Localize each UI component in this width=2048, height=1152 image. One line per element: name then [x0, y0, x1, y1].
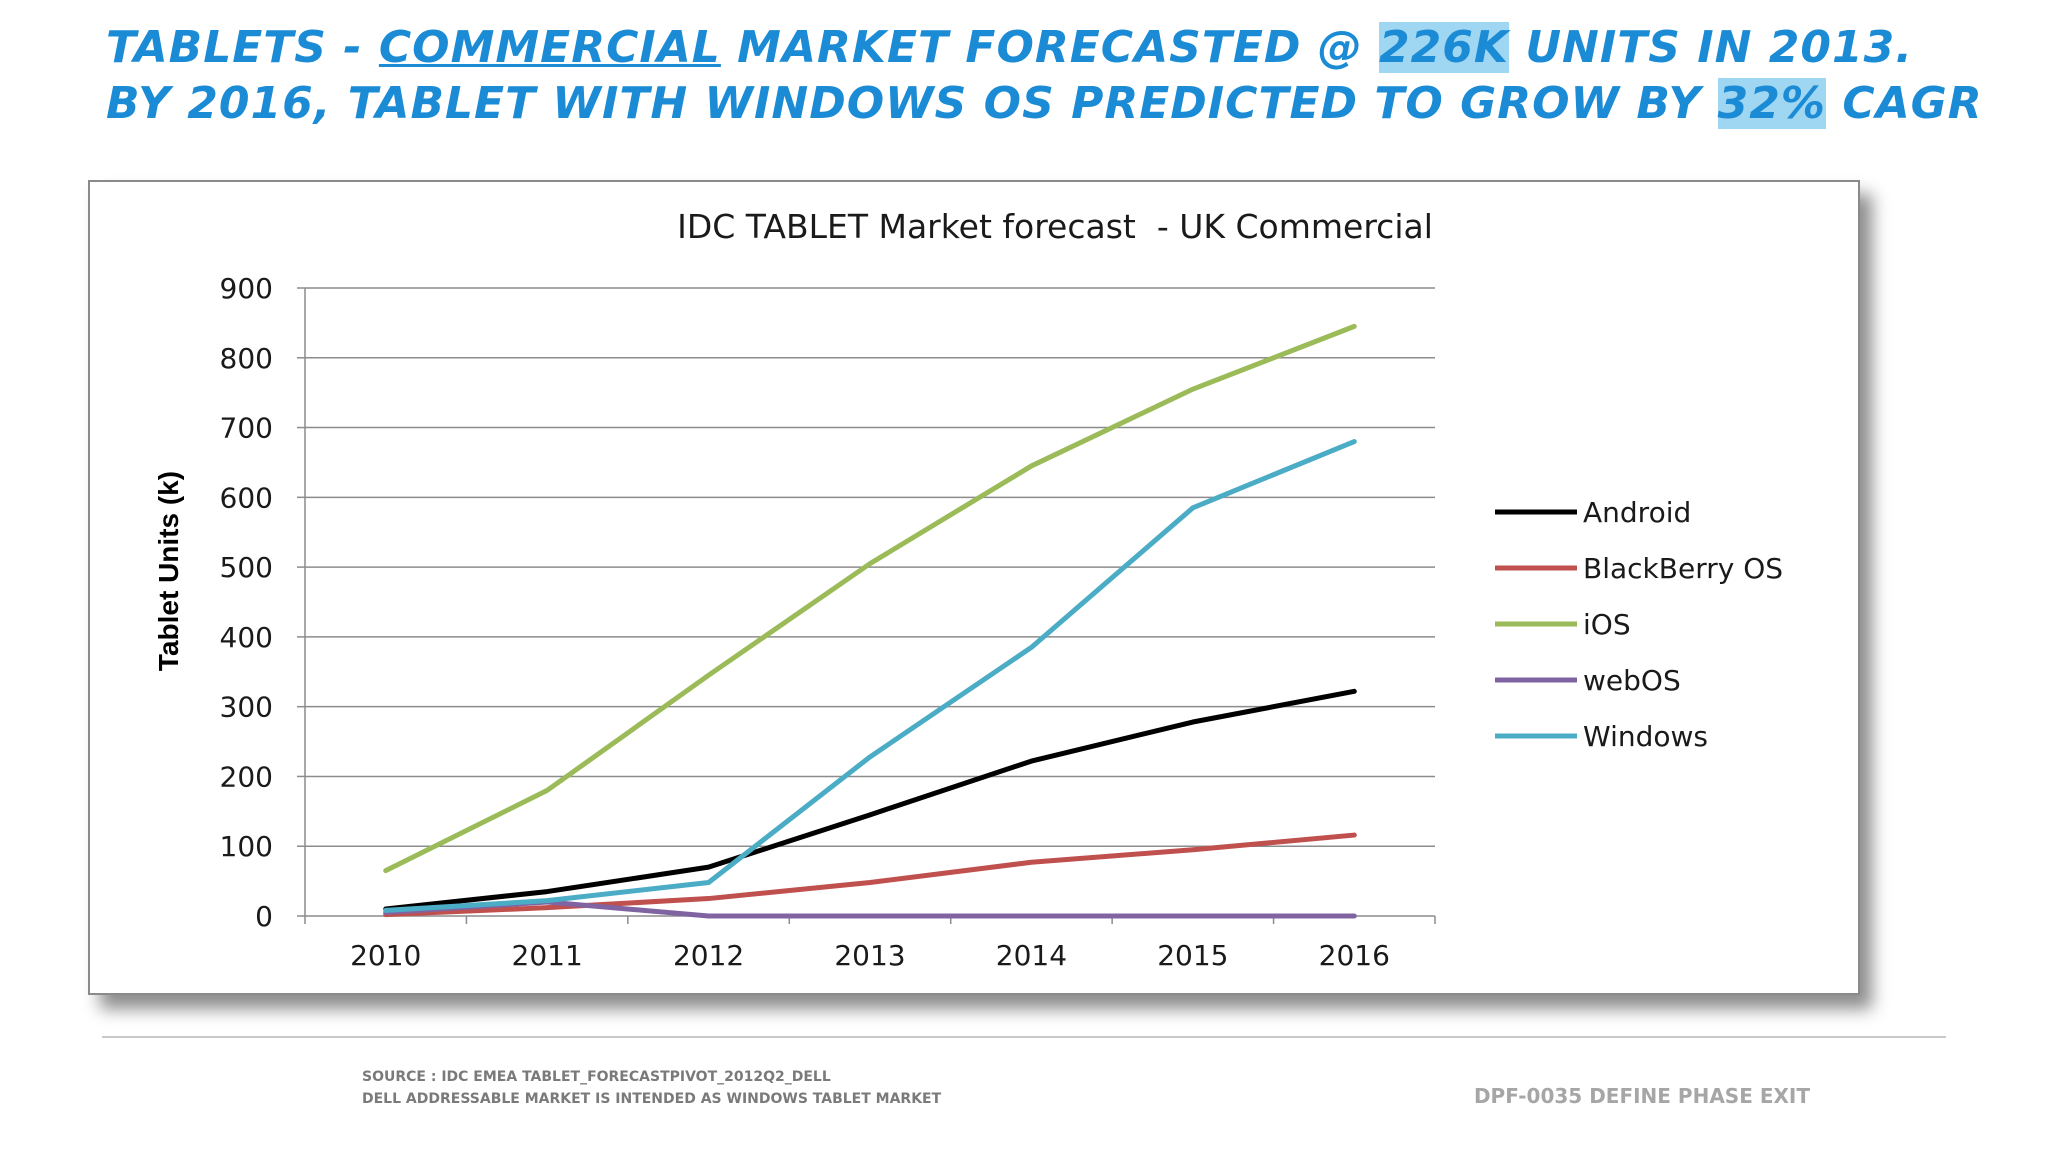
- headline-prefix: Tablets -: [106, 22, 379, 73]
- headline-line2-suffix: CAGR: [1826, 78, 1983, 129]
- headline-cagr-highlight: 32%: [1717, 78, 1826, 129]
- headline-suffix: units in 2013.: [1509, 22, 1913, 73]
- y-tick-label: 100: [220, 830, 273, 863]
- x-tick-label: 2012: [673, 939, 744, 972]
- legend-label-windows: Windows: [1583, 720, 1708, 753]
- series-lines: [383, 323, 1357, 919]
- source-line: Source : IDC EMEA Tablet_ForecastPivot_2…: [362, 1069, 831, 1085]
- y-tick-label: 700: [220, 412, 273, 445]
- source-note: Source : IDC EMEA Tablet_ForecastPivot_2…: [362, 1066, 941, 1110]
- x-tick-label: 2010: [350, 939, 421, 972]
- line-chart: IDC TABLET Market forecast - UK Commerci…: [153, 207, 1783, 972]
- legend-label-ios: iOS: [1583, 608, 1631, 641]
- x-tick-label: 2014: [996, 939, 1067, 972]
- gridlines: [305, 287, 1435, 847]
- x-tick-label: 2015: [1157, 939, 1228, 972]
- x-tick-label: 2016: [1319, 939, 1390, 972]
- y-tick-label: 500: [220, 551, 273, 584]
- market-note-line: Dell addressable market is intended as W…: [362, 1091, 942, 1107]
- headline-line-1: Tablets - Commercial market forecasted @…: [106, 20, 2006, 76]
- headline-mid: market forecasted @: [720, 22, 1380, 73]
- y-axis-label: Tablet Units (k): [153, 471, 184, 671]
- series-line-android: [383, 688, 1357, 912]
- legend-label-blackberry-os: BlackBerry OS: [1583, 552, 1783, 585]
- legend-label-android: Android: [1583, 496, 1691, 529]
- y-tick-label: 300: [220, 691, 273, 724]
- footer-divider: [102, 1036, 1946, 1038]
- slide-headline: Tablets - Commercial market forecasted @…: [106, 20, 2006, 132]
- y-tick-label: 400: [220, 621, 273, 654]
- series-line-ios: [383, 323, 1357, 874]
- x-tick-label: 2013: [834, 939, 905, 972]
- chart-title: IDC TABLET Market forecast - UK Commerci…: [677, 207, 1433, 246]
- y-tick-label: 900: [220, 272, 273, 305]
- y-tick-label: 0: [255, 900, 273, 933]
- headline-emphasis: Commercial: [378, 22, 721, 73]
- document-id: DPF-0035 Define Phase Exit: [1473, 1084, 1810, 1108]
- series-line-windows: [383, 439, 1357, 913]
- chart-frame: IDC TABLET Market forecast - UK Commerci…: [88, 180, 1860, 995]
- headline-line2-prefix: By 2016, tablet with Windows OS predicte…: [106, 78, 1718, 129]
- axes: 0 100 200 300 400 500 600 700 800 900 2010 2011 2012…: [220, 272, 1436, 972]
- x-tick-label: 2011: [512, 939, 583, 972]
- chart-legend: Android BlackBerry OS iOS webOS Windows: [1495, 496, 1783, 753]
- y-tick-label: 800: [220, 342, 273, 375]
- y-tick-label: 600: [220, 481, 273, 514]
- y-tick-label: 200: [220, 760, 273, 793]
- headline-units-highlight: 226K: [1379, 22, 1509, 73]
- headline-line-2: By 2016, tablet with Windows OS predicte…: [106, 76, 2006, 132]
- legend-label-webos: webOS: [1583, 664, 1681, 697]
- series-line-blackberry-os: [383, 832, 1357, 918]
